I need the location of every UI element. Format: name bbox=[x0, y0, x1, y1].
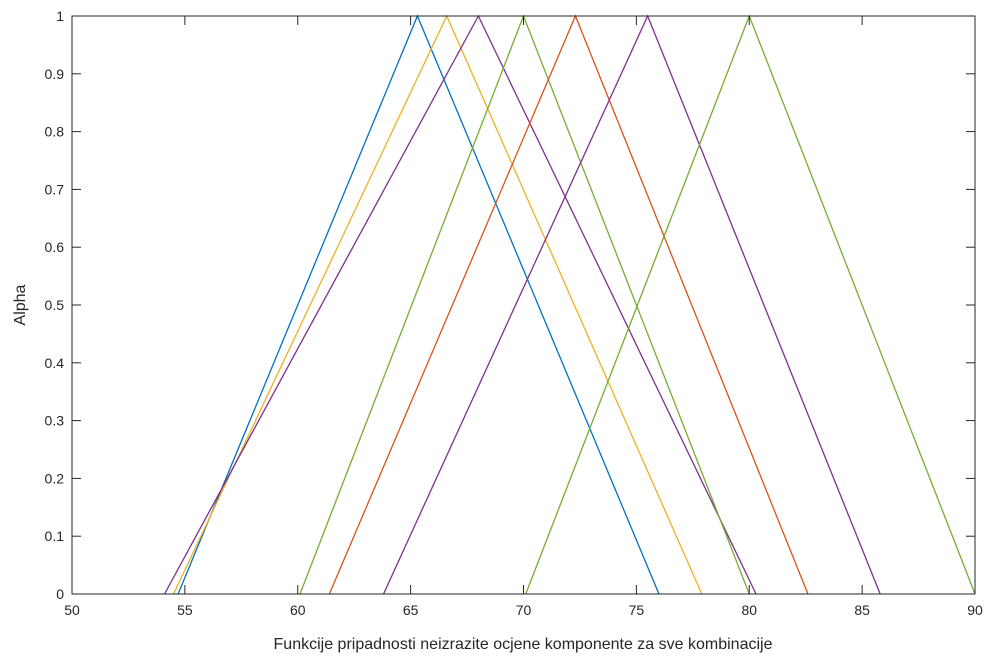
x-tick-label: 55 bbox=[177, 602, 193, 618]
y-tick-label: 1 bbox=[56, 8, 64, 24]
y-tick-label: 0.7 bbox=[45, 181, 65, 197]
x-tick-label: 75 bbox=[629, 602, 645, 618]
y-tick-label: 0.9 bbox=[45, 66, 65, 82]
plot-area bbox=[72, 16, 975, 594]
x-tick-label: 85 bbox=[854, 602, 870, 618]
x-tick-layer: 50 55 60 65 70 75 80 85 90 bbox=[64, 602, 983, 618]
y-tick-label: 0.8 bbox=[45, 124, 65, 140]
y-tick-label: 0.6 bbox=[45, 239, 65, 255]
y-tick-label: 0.4 bbox=[45, 355, 65, 371]
x-tick-label: 65 bbox=[403, 602, 419, 618]
y-tick-label: 0.5 bbox=[45, 297, 65, 313]
x-tick-label: 60 bbox=[290, 602, 306, 618]
y-tick-label: 0.1 bbox=[45, 528, 65, 544]
x-tick-label: 70 bbox=[516, 602, 532, 618]
y-tick-layer: 0 0.1 0.2 0.3 0.4 0.5 0.6 0.7 0.8 0.9 1 bbox=[45, 8, 65, 602]
x-axis-label: Funkcije pripadnosti neizrazite ocjene k… bbox=[274, 636, 773, 653]
y-tick-label: 0 bbox=[56, 586, 64, 602]
y-axis-label: Alpha bbox=[12, 284, 29, 325]
plot-frame bbox=[71, 15, 976, 595]
y-tick-label: 0.3 bbox=[45, 413, 65, 429]
x-tick-label: 90 bbox=[967, 602, 983, 618]
x-tick-label: 50 bbox=[64, 602, 80, 618]
y-tick-label: 0.2 bbox=[45, 470, 65, 486]
x-tick-label: 80 bbox=[741, 602, 757, 618]
